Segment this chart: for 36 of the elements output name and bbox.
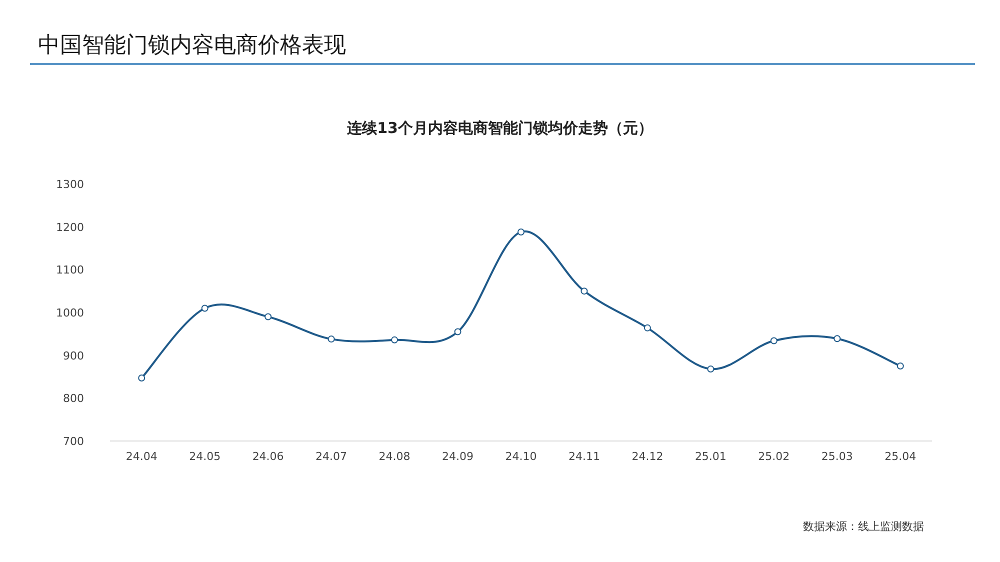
point: [328, 336, 335, 343]
x-tick-label: 24.06: [252, 450, 284, 463]
y-tick-label: 1000: [56, 306, 84, 320]
point: [770, 337, 778, 344]
point: [138, 374, 146, 382]
point: [834, 335, 841, 342]
chart-title: 中国智能门锁内容电商价格表现: [38, 33, 346, 58]
y-tick-label: 1200: [56, 220, 84, 234]
x-tick-label: 25.04: [884, 450, 916, 463]
point: [707, 366, 714, 373]
point: [391, 336, 398, 344]
chart-subtitle: 连续13个月内容电商智能门锁均价走势（元）: [346, 119, 653, 137]
point: [454, 328, 462, 336]
y-tick-label: 700: [63, 435, 84, 448]
x-tick-label: 24.05: [189, 450, 221, 463]
y-tick-label: 1300: [56, 178, 84, 191]
point: [264, 313, 272, 320]
point: [201, 304, 208, 312]
y-tick-label: 900: [63, 349, 84, 362]
x-tick-label: 25.03: [821, 450, 853, 463]
x-tick-label: 24.08: [378, 450, 410, 463]
x-tick-label: 24.07: [316, 450, 348, 463]
x-tick-label: 24.09: [442, 450, 474, 463]
point: [580, 288, 588, 295]
x-tick-label: 25.02: [758, 450, 790, 463]
x-tick-label: 24.12: [632, 450, 664, 463]
x-tick-label: 24.11: [568, 450, 600, 463]
point: [518, 228, 524, 236]
y-tick-label: 800: [63, 392, 84, 406]
y-tick-label: 1100: [56, 264, 84, 277]
x-tick-label: 25.01: [694, 450, 726, 463]
point: [644, 324, 651, 332]
source-note: 数据来源：线上监测数据: [803, 520, 924, 533]
x-tick-label: 24.10: [505, 450, 537, 463]
point: [896, 362, 904, 370]
x-tick-label: 24.04: [126, 450, 158, 463]
